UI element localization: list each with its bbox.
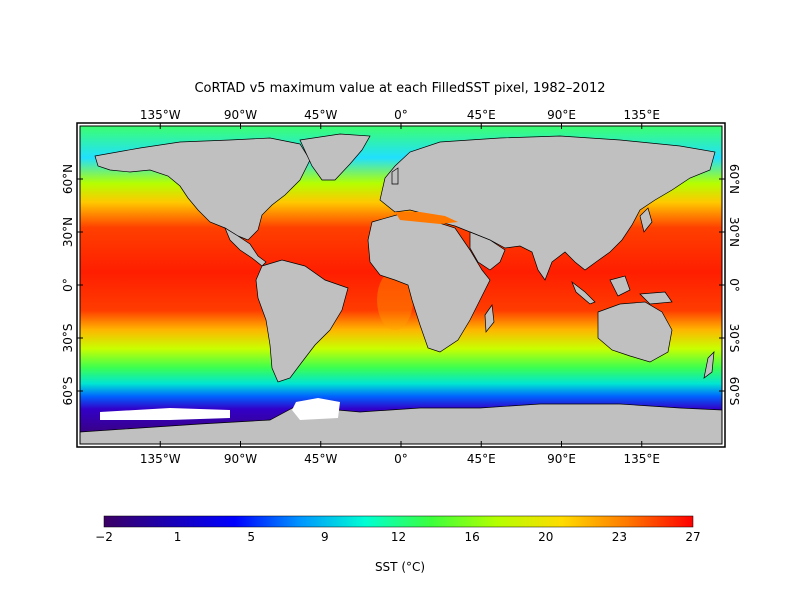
lon-tick-label-top: 90°E xyxy=(547,108,576,122)
lat-tick-label-left: 30°N xyxy=(61,217,75,247)
lat-tick-label-right: 30°S xyxy=(727,324,741,353)
lon-tick-label-bottom: 135°W xyxy=(140,452,181,466)
japan xyxy=(639,207,653,233)
great-britain xyxy=(391,167,399,185)
figure-title: CoRTAD v5 maximum value at each FilledSS… xyxy=(194,81,605,96)
lon-tick-label-top: 135°E xyxy=(624,108,661,122)
new-guinea xyxy=(639,291,673,305)
mediterranean-sea xyxy=(395,212,458,224)
lon-tick-label-bottom: 0° xyxy=(394,452,408,466)
colorbar-bar xyxy=(103,515,694,528)
colorbar-label: SST (°C) xyxy=(375,560,425,574)
colorbar-tick-label: 12 xyxy=(391,530,406,544)
lon-tick-label-top: 0° xyxy=(394,108,408,122)
lon-tick-label-top: 45°E xyxy=(467,108,496,122)
lat-tick-label-left: 30°S xyxy=(61,324,75,353)
ocean-cool-patch xyxy=(377,270,413,330)
lon-tick-label-bottom: 45°E xyxy=(467,452,496,466)
central-america xyxy=(224,227,267,267)
lat-tick-label-right: 30°N xyxy=(727,217,741,247)
borneo xyxy=(609,275,631,297)
lon-tick-label-top: 90°W xyxy=(224,108,257,122)
lat-tick-label-right: 60°N xyxy=(727,164,741,194)
colorbar-tick-label: 20 xyxy=(538,530,553,544)
lon-tick-label-top: 45°W xyxy=(304,108,337,122)
greenland xyxy=(299,133,371,181)
lon-tick-label-bottom: 90°E xyxy=(547,452,576,466)
north-america xyxy=(94,137,311,241)
colorbar-tick-label: 5 xyxy=(247,530,255,544)
lat-tick-label-left: 60°S xyxy=(61,377,75,406)
antarctica xyxy=(80,403,722,444)
land xyxy=(80,133,722,444)
south-america xyxy=(255,259,349,383)
lat-tick-label-right: 0° xyxy=(727,278,741,292)
ice-weddell-sea xyxy=(292,398,340,420)
lat-tick-label-right: 60°S xyxy=(727,377,741,406)
latitude-ticks: 60°N 60°N 30°N 30°N 0° 0° 30°S 30°S 60°S 60°S xyxy=(61,164,741,406)
africa xyxy=(367,213,491,353)
lat-tick-label-left: 60°N xyxy=(61,164,75,194)
lat-tick-label-left: 0° xyxy=(61,278,75,292)
longitude-ticks: 135°W 135°W 90°W 90°W 45°W 45°W 0° 0° 45°E 45°E 90… xyxy=(140,108,660,466)
eurasia xyxy=(379,135,716,281)
lon-tick-label-bottom: 90°W xyxy=(224,452,257,466)
colorbar-tick-label: 27 xyxy=(685,530,700,544)
madagascar xyxy=(484,304,495,333)
colorbar-ticks: −2 1 5 9 12 16 20 23 27 xyxy=(95,530,700,544)
colorbar: −2 1 5 9 12 16 20 23 27 SST (°C) xyxy=(95,515,701,574)
lon-tick-label-bottom: 135°E xyxy=(624,452,661,466)
sumatra xyxy=(571,280,596,305)
colorbar-tick-label: 16 xyxy=(464,530,479,544)
arabia xyxy=(469,231,506,271)
colorbar-tick-label: −2 xyxy=(95,530,113,544)
colorbar-tick-label: 23 xyxy=(612,530,627,544)
map xyxy=(80,126,722,444)
colorbar-tick-label: 9 xyxy=(321,530,329,544)
lon-tick-label-top: 135°W xyxy=(140,108,181,122)
australia xyxy=(597,301,673,363)
lon-tick-label-bottom: 45°W xyxy=(304,452,337,466)
ice-ross-sea xyxy=(100,408,230,420)
new-zealand xyxy=(703,351,715,379)
colorbar-tick-label: 1 xyxy=(174,530,182,544)
